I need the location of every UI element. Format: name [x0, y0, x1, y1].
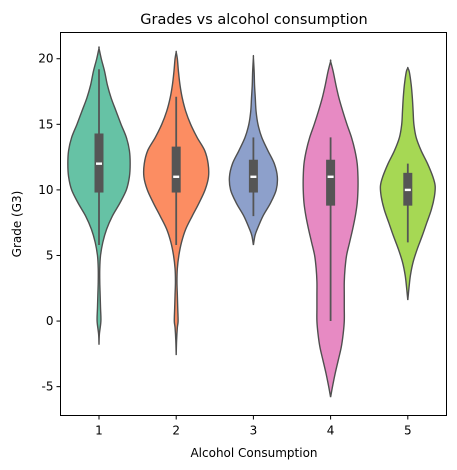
- y-axis: -5 0 5 10 15 20: [38, 52, 61, 394]
- y-tick-label: 10: [38, 183, 53, 197]
- y-axis-label: Grade (G3): [10, 191, 24, 258]
- y-tick-label: 5: [46, 248, 54, 262]
- iqr-box-2: [171, 146, 181, 193]
- x-tick-label: 4: [327, 424, 335, 438]
- median-marker-1: [96, 162, 102, 165]
- chart-title: Grades vs alcohol consumption: [140, 12, 367, 28]
- x-axis-label: Alcohol Consumption: [190, 446, 317, 460]
- median-marker-3: [250, 175, 257, 178]
- x-tick-label: 3: [250, 424, 258, 438]
- x-axis: 1 2 3 4 5: [95, 415, 412, 438]
- x-tick-label: 1: [95, 424, 103, 438]
- y-tick-label: 0: [46, 314, 54, 328]
- x-tick-label: 2: [172, 424, 180, 438]
- plot-area: [67, 46, 436, 398]
- iqr-box-4: [326, 159, 336, 206]
- x-tick-label: 5: [404, 424, 412, 438]
- median-marker-2: [173, 175, 180, 178]
- y-tick-label: 20: [38, 52, 53, 66]
- median-marker-5: [404, 188, 411, 192]
- y-tick-label: -5: [42, 380, 54, 394]
- y-tick-label: 15: [38, 117, 53, 131]
- median-marker-4: [327, 175, 334, 178]
